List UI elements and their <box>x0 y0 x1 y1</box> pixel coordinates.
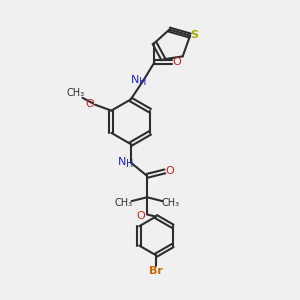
Text: H: H <box>126 159 134 169</box>
Text: N: N <box>118 158 127 167</box>
Text: H: H <box>139 77 146 87</box>
Text: O: O <box>166 166 175 176</box>
Text: CH₃: CH₃ <box>162 198 180 208</box>
Text: O: O <box>85 99 94 109</box>
Text: O: O <box>173 57 182 67</box>
Text: N: N <box>131 75 139 85</box>
Text: S: S <box>190 30 198 40</box>
Text: CH₃: CH₃ <box>114 198 132 208</box>
Text: O: O <box>136 211 145 221</box>
Text: CH₃: CH₃ <box>67 88 85 98</box>
Text: Br: Br <box>149 266 163 276</box>
